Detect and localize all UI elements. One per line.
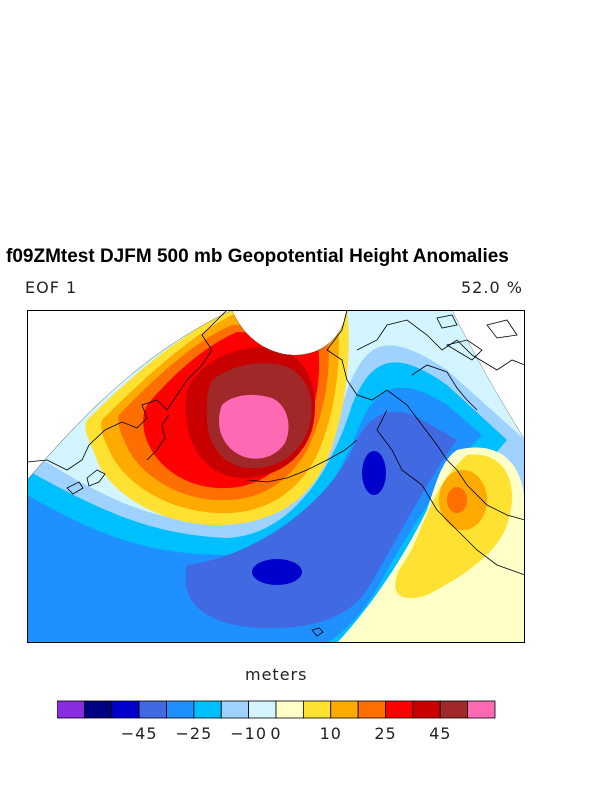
eof-mode-label: EOF 1 xyxy=(25,278,78,297)
colorbar-swatch xyxy=(275,700,304,719)
colorbar-swatch xyxy=(193,700,222,719)
colorbar-tick-label: −25 xyxy=(175,724,213,743)
colorbar-tick-label: 10 xyxy=(319,724,342,743)
colorbar-swatch xyxy=(302,700,332,719)
colorbar-swatch xyxy=(138,700,167,719)
positive-anomaly-east-core xyxy=(447,487,467,513)
coastline-islands xyxy=(436,314,518,361)
colorbar-tick-label: −10 xyxy=(230,724,268,743)
colorbar-swatch xyxy=(248,700,277,719)
negative-anomaly-core-pacific xyxy=(252,559,302,585)
colorbar-tick-label: 0 xyxy=(270,724,282,743)
coastline-hudson xyxy=(411,364,478,411)
coastline-kamchatka xyxy=(146,414,170,461)
colorbar-swatch xyxy=(57,700,85,719)
colorbar-tick-label: 25 xyxy=(374,724,397,743)
colorbar-tick-label: −45 xyxy=(120,724,158,743)
colorbar-swatch xyxy=(83,700,113,719)
coastline-aleutians xyxy=(246,439,358,483)
coastline-alaska xyxy=(326,310,525,521)
colorbar xyxy=(57,700,496,719)
coastline-asia xyxy=(27,310,228,471)
coastline-arctic-canada xyxy=(356,319,525,371)
colorbar-swatch xyxy=(385,700,414,719)
colorbar-swatch xyxy=(111,700,140,719)
chart-title: f09ZMtest DJFM 500 mb Geopotential Heigh… xyxy=(6,246,509,267)
positive-anomaly-main-core xyxy=(219,394,289,459)
explained-variance-label: 52.0 % xyxy=(461,278,523,297)
coastline-north-america-west xyxy=(376,409,525,576)
colorbar-swatch xyxy=(166,700,195,719)
eof-anomaly-map xyxy=(27,310,525,643)
colorbar-tick-label: 45 xyxy=(429,724,452,743)
colorbar-swatch xyxy=(412,700,441,719)
coastline-hawaii xyxy=(311,627,324,637)
colorbar-swatch xyxy=(220,700,250,719)
colorbar-swatch xyxy=(439,700,469,719)
colorbar-swatch xyxy=(330,700,359,719)
coastlines xyxy=(27,310,525,637)
units-label: meters xyxy=(245,665,308,684)
colorbar-swatch xyxy=(357,700,386,719)
colorbar-swatch xyxy=(467,700,496,719)
map-frame xyxy=(27,310,525,643)
coastline-japan xyxy=(66,469,106,495)
negative-anomaly-core-alaska xyxy=(362,451,386,495)
